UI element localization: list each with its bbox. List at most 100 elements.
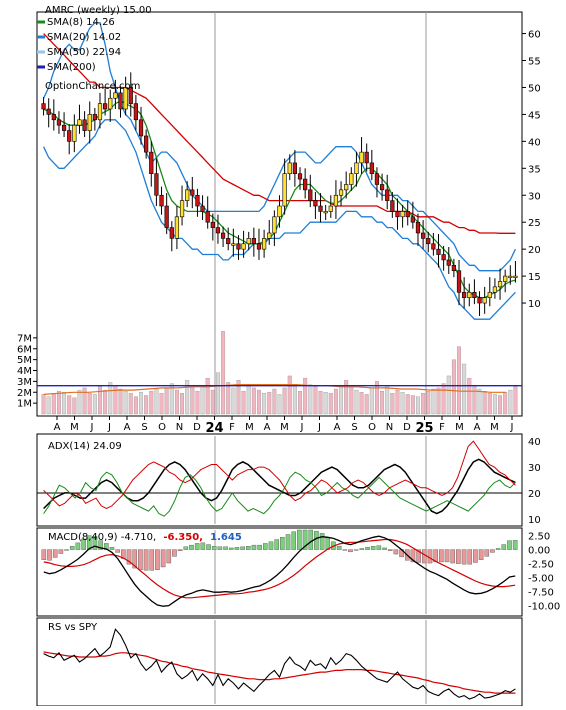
- candle-body: [246, 238, 251, 245]
- macd-y-tick-label: 0.00: [528, 546, 550, 557]
- candle-body: [149, 151, 154, 174]
- volume-bar: [359, 392, 364, 415]
- candle-body: [385, 189, 390, 201]
- candle-body: [185, 189, 190, 201]
- candle-body: [513, 275, 518, 278]
- macd-hist-bar: [365, 547, 370, 550]
- macd-line: [43, 535, 516, 607]
- macd-hist-bar: [245, 546, 251, 550]
- volume-bar: [128, 393, 133, 415]
- volume-bar: [139, 392, 143, 415]
- macd-hist-bar: [257, 544, 262, 550]
- candle-body: [451, 265, 457, 272]
- volume-bar: [236, 380, 241, 415]
- macd-title-label: MACD(8,40,9) -4.710,: [48, 532, 156, 543]
- candle-body: [67, 130, 72, 142]
- x-tick-label: O: [158, 422, 166, 433]
- candle-body: [277, 205, 282, 218]
- website-label: OptionChance.com: [45, 81, 140, 92]
- candle-body: [328, 205, 333, 212]
- legend-label: SMA(50) 22.94: [47, 47, 121, 58]
- volume-bar: [257, 389, 261, 415]
- adx-title: ADX(14) 24.09: [48, 441, 122, 452]
- volume-bar: [405, 394, 410, 415]
- volume-bar: [200, 385, 205, 415]
- volume-bar: [374, 381, 379, 415]
- volume-bar: [385, 385, 390, 415]
- chart-title: AMRC (weekly) 15.00: [45, 5, 152, 16]
- x-tick-label: J: [300, 422, 304, 433]
- volume-sma50-line: [43, 384, 506, 395]
- macd-hist-bar: [263, 543, 268, 550]
- candle-body: [200, 205, 205, 212]
- macd-hist-bar: [280, 537, 285, 550]
- macd-hist-bar: [484, 549, 490, 557]
- macd-hist-bar: [69, 546, 75, 550]
- macd-hist-bar: [297, 529, 302, 550]
- candle-body: [144, 135, 149, 153]
- x-tick-label: S: [141, 422, 147, 433]
- volume-bar: [277, 394, 282, 415]
- candle-body: [482, 297, 487, 304]
- volume-bar: [431, 388, 436, 415]
- x-tick-label: D: [403, 422, 411, 433]
- macd-hist-bar: [501, 544, 507, 550]
- volume-bar: [354, 389, 359, 415]
- macd-hist-bar: [410, 549, 416, 563]
- macd-hist-bar: [422, 549, 427, 564]
- candle-body: [308, 189, 313, 201]
- macd-hist-bar: [467, 549, 473, 565]
- macd-layer: 2.50 0.00 -2.50 -5.00 -7.50 -10.00: [41, 529, 560, 613]
- price-y-tick-label: 40: [528, 137, 541, 148]
- volume-y-tick-label: 3M: [17, 377, 32, 388]
- macd-hist-bar: [86, 535, 92, 550]
- volume-bar: [98, 386, 102, 415]
- volume-bar: [436, 387, 441, 415]
- candle-body: [195, 194, 200, 207]
- candle-body: [297, 173, 303, 180]
- macd-hist-bar: [251, 544, 257, 550]
- x-tick-label: O: [368, 422, 376, 433]
- volume-bar: [462, 363, 467, 415]
- volume-bar: [123, 391, 128, 415]
- x-tick-label: A: [474, 422, 481, 433]
- volume-bar: [344, 380, 349, 415]
- candle-body: [364, 151, 369, 164]
- adx-y-tick-label: 10: [528, 515, 541, 526]
- volume-bar: [195, 391, 200, 415]
- candle-body: [92, 114, 97, 121]
- price-y-tick-label: 45: [528, 110, 541, 121]
- macd-hist-bar: [52, 549, 58, 558]
- price-y-tick-label: 20: [528, 245, 541, 256]
- macd-hist-bar: [456, 549, 461, 564]
- price-y-tick-label: 10: [528, 299, 541, 310]
- volume-bar: [72, 397, 77, 415]
- macd-hist-bar: [183, 546, 189, 550]
- candle-body: [456, 270, 462, 293]
- candle-body: [292, 162, 298, 174]
- volume-bar: [349, 386, 354, 415]
- macd-hist-bar: [240, 546, 245, 550]
- candle-body: [236, 243, 241, 250]
- candle-body: [77, 119, 82, 126]
- volume-bar: [472, 385, 477, 415]
- macd-hist-bar: [81, 538, 86, 550]
- candle-body: [400, 211, 405, 218]
- macd-hist-bar: [490, 549, 495, 553]
- rs-panel-frame: [36, 617, 523, 707]
- macd-hist-bar: [450, 549, 455, 564]
- macd-hist-bar: [160, 549, 166, 568]
- macd-hist-bar: [200, 542, 206, 550]
- macd-hist-bar: [126, 549, 132, 565]
- candle-body: [462, 291, 467, 298]
- volume-bar: [292, 385, 297, 415]
- macd-hist-bar: [439, 549, 444, 563]
- volume-bar: [421, 393, 426, 415]
- macd-title-hist: 1.645: [210, 532, 242, 543]
- macd-hist-bar: [155, 549, 160, 570]
- macd-hist-bar: [285, 534, 291, 550]
- x-tick-label: J: [317, 422, 321, 433]
- volume-bar: [67, 395, 72, 415]
